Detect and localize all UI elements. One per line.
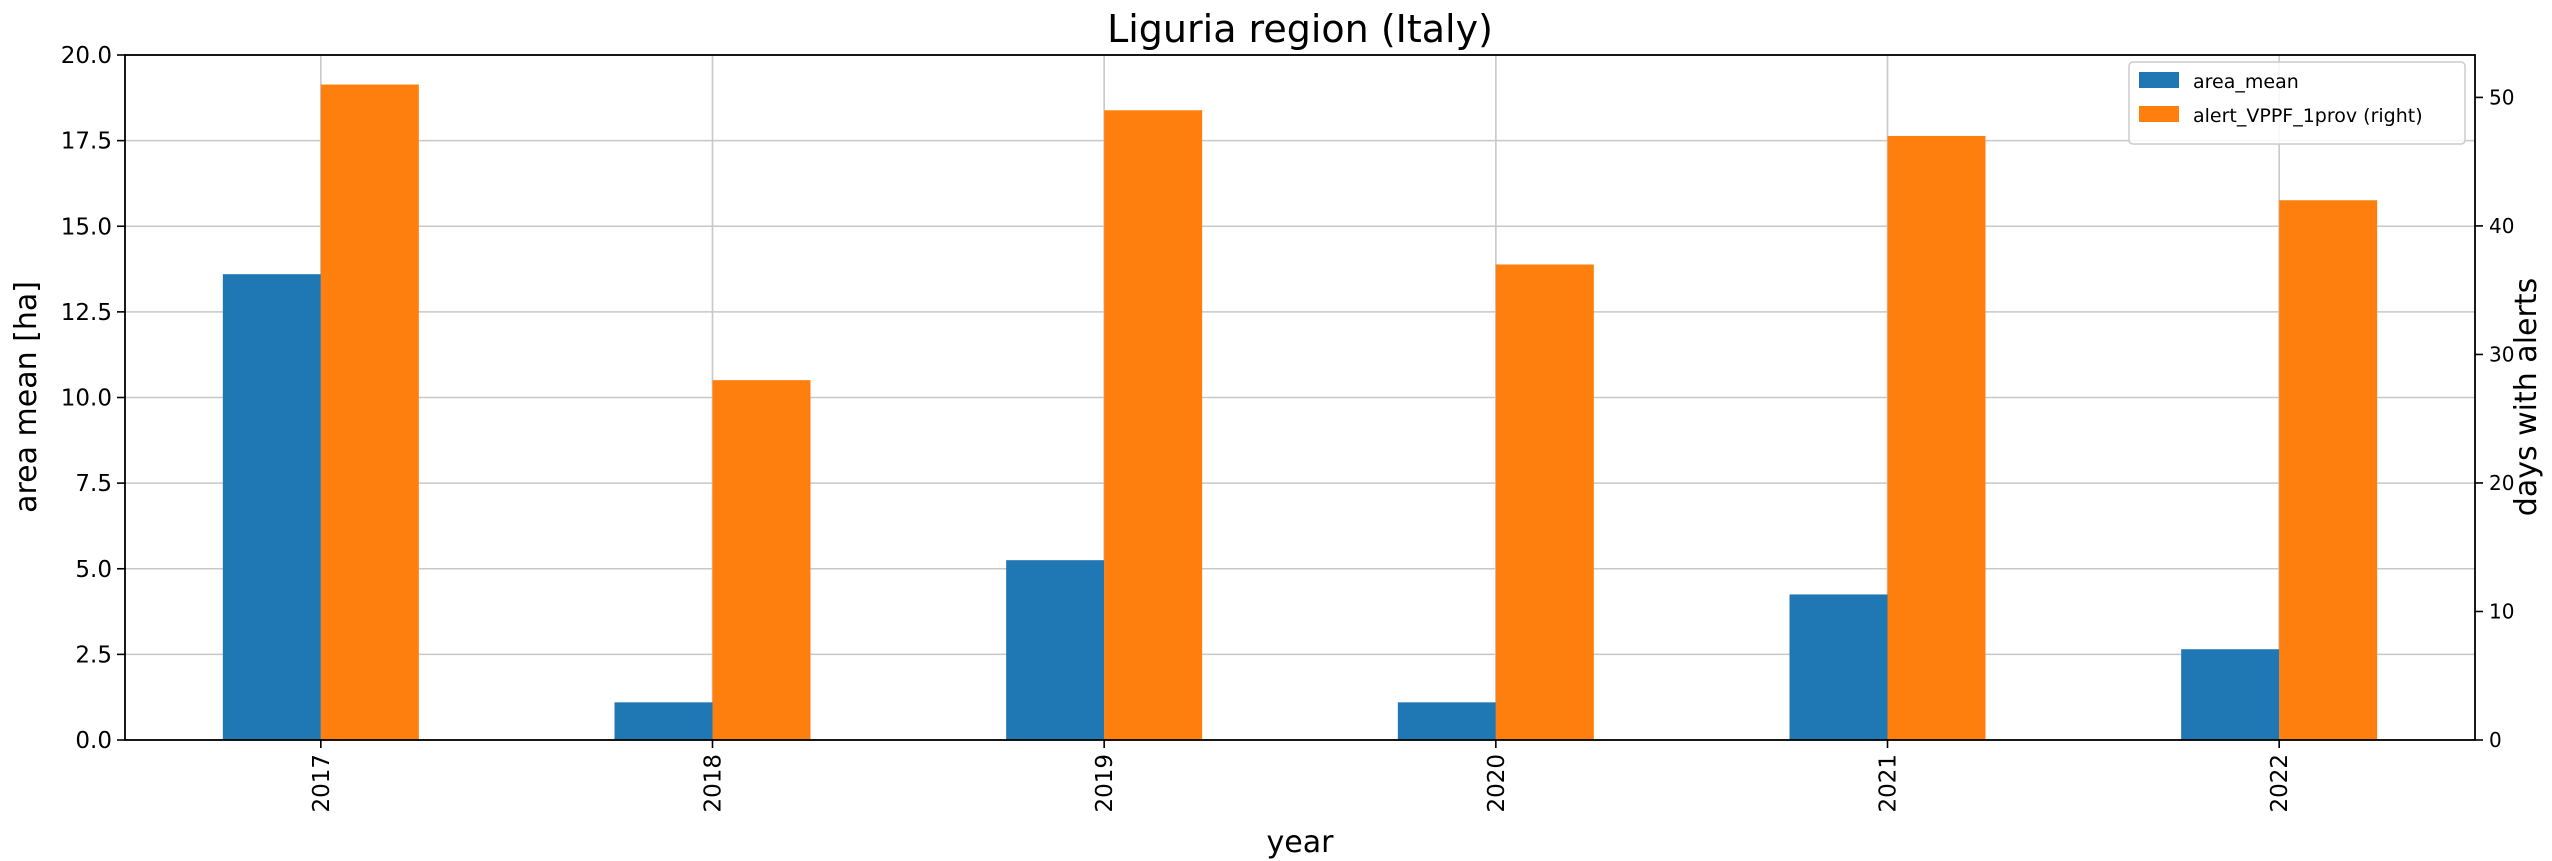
legend: area_mean alert_VPPF_1prov (right) (2128, 61, 2466, 145)
right-y-axis: 0 10 20 30 40 50 (2475, 85, 2514, 752)
bar-area-mean-2022 (2181, 649, 2280, 740)
bar-alerts-2018 (712, 380, 811, 740)
x-tick-label: 2021 (1876, 754, 1902, 813)
x-tick-label: 2022 (2267, 754, 2293, 813)
x-axis: 2017 2018 2019 2020 2021 2022 (309, 740, 2293, 813)
y-tick-label: 5.0 (75, 557, 112, 583)
chart-title: Liguria region (Italy) (1107, 7, 1493, 51)
y-tick-label: 0.0 (75, 728, 112, 754)
y-axis-label: area mean [ha] (9, 281, 44, 513)
x-axis-label: year (1267, 825, 1335, 860)
bar-area-mean-2018 (614, 702, 713, 740)
y-axis-label-right: days with alerts (2509, 278, 2544, 516)
y-right-tick-label: 0 (2489, 728, 2502, 752)
legend-swatch-area-mean (2139, 72, 2179, 88)
legend-label-area-mean: area_mean (2193, 71, 2299, 93)
left-y-axis: 0.0 2.5 5.0 7.5 10.0 12.5 15.0 17.5 20.0 (61, 43, 125, 754)
y-tick-label: 2.5 (75, 642, 112, 668)
y-tick-label: 7.5 (75, 471, 112, 497)
x-tick-label: 2017 (309, 754, 335, 813)
bar-alerts-2021 (1887, 135, 1986, 740)
y-tick-label: 15.0 (61, 214, 112, 240)
y-right-tick-label: 50 (2489, 85, 2514, 109)
bar-alerts-2017 (320, 84, 419, 741)
bar-area-mean-2021 (1789, 594, 1888, 740)
y-tick-label: 12.5 (61, 300, 112, 326)
y-tick-label: 20.0 (61, 43, 112, 69)
y-right-tick-label: 20 (2489, 471, 2514, 495)
y-tick-label: 10.0 (61, 386, 112, 412)
y-tick-label: 17.5 (61, 129, 112, 155)
x-tick-label: 2018 (701, 754, 727, 813)
legend-swatch-alerts (2139, 106, 2179, 122)
y-right-tick-label: 40 (2489, 214, 2514, 238)
y-right-tick-label: 10 (2489, 599, 2514, 623)
bar-alerts-2022 (2279, 200, 2378, 740)
bar-area-mean-2020 (1397, 702, 1496, 740)
x-tick-label: 2020 (1484, 754, 1510, 813)
legend-label-alerts: alert_VPPF_1prov (right) (2193, 105, 2423, 127)
x-tick-label: 2019 (1092, 754, 1118, 813)
bar-alerts-2020 (1495, 264, 1594, 740)
bar-area-mean-2017 (222, 274, 321, 740)
bar-alerts-2019 (1104, 110, 1203, 740)
bar-area-mean-2019 (1006, 560, 1105, 740)
y-right-tick-label: 30 (2489, 342, 2514, 366)
bars (222, 84, 2378, 741)
legend-box (2128, 61, 2466, 145)
